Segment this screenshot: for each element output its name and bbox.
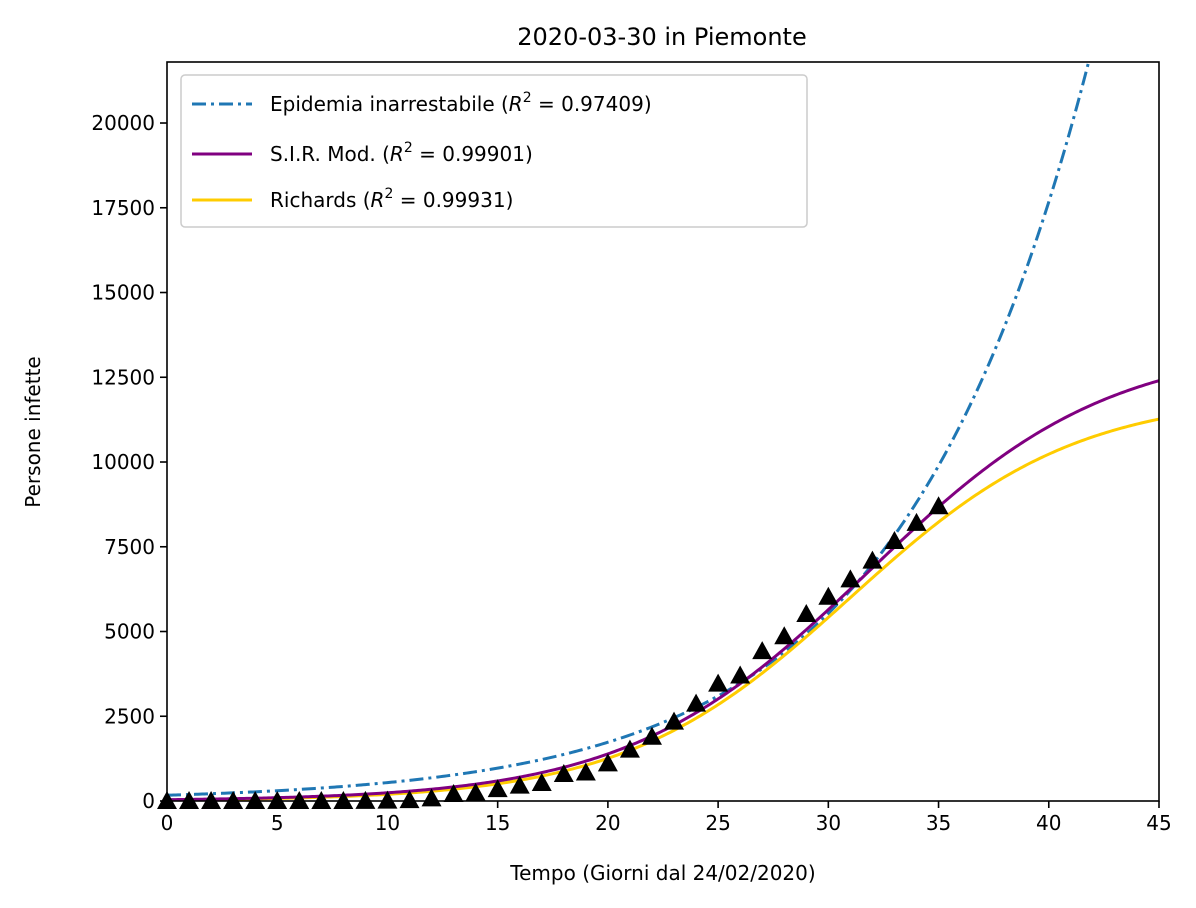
legend-label-richards: Richards (R2 = 0.99931) (270, 186, 513, 212)
data-point (289, 791, 310, 809)
data-point (575, 762, 596, 781)
legend-close-paren: ) (525, 142, 533, 166)
data-point (686, 693, 707, 712)
data-point (796, 604, 817, 623)
data-point (377, 790, 398, 809)
legend-equals: = (413, 142, 442, 166)
legend-r2-exponential: 0.97409 (561, 92, 644, 116)
data-point (884, 530, 905, 549)
legend-equals: = (532, 92, 561, 116)
data-point (619, 739, 640, 758)
marker-layer (157, 496, 949, 809)
data-point (862, 550, 883, 569)
x-tick-label: 0 (161, 811, 174, 835)
x-tick-label: 20 (595, 811, 620, 835)
data-point (355, 790, 376, 809)
data-point (179, 791, 200, 809)
x-tick-label: 25 (705, 811, 730, 835)
y-axis-label: Persone infette (21, 356, 45, 507)
y-tick-label: 20000 (91, 111, 155, 135)
legend-r-symbol: R (390, 142, 404, 166)
data-point (443, 783, 464, 802)
series-layer (167, 62, 1159, 801)
data-point (774, 626, 795, 645)
x-tick-label: 30 (816, 811, 841, 835)
legend-exponent: 2 (384, 186, 393, 202)
y-tick-label: 5000 (104, 620, 155, 644)
legend-exponent: 2 (404, 140, 413, 156)
x-tick-label: 15 (485, 811, 510, 835)
data-point (421, 788, 442, 807)
y-tick-label: 7500 (104, 535, 155, 559)
data-point (752, 641, 773, 660)
series-line-sir (167, 379, 1159, 801)
legend-label-exponential-name: Epidemia inarrestabile ( (270, 92, 509, 116)
y-tick-label: 12500 (91, 365, 155, 389)
data-point (223, 791, 244, 809)
legend-close-paren: ) (644, 92, 652, 116)
legend: Epidemia inarrestabile (R2 = 0.97409) S.… (180, 74, 808, 228)
data-point (906, 512, 927, 531)
y-tick-label: 15000 (91, 281, 155, 305)
x-axis-label: Tempo (Giorni dal 24/02/2020) (509, 861, 815, 885)
y-tick-label: 2500 (104, 704, 155, 728)
x-tick-label: 35 (926, 811, 951, 835)
legend-r-symbol: R (509, 92, 523, 116)
y-tick-label: 10000 (91, 450, 155, 474)
legend-close-paren: ) (506, 188, 514, 212)
data-point (928, 496, 949, 515)
legend-label-sir: S.I.R. Mod. (R2 = 0.99901) (270, 140, 533, 166)
data-point (597, 753, 618, 772)
legend-label-richards-name: Richards ( (270, 188, 371, 212)
legend-r-symbol: R (371, 188, 385, 212)
legend-r2-richards: 0.99931 (423, 188, 506, 212)
data-point (664, 711, 685, 730)
x-tick-label: 45 (1146, 811, 1171, 835)
data-point (201, 791, 222, 809)
data-point (311, 791, 332, 809)
data-point (487, 779, 508, 798)
x-tick-label: 5 (271, 811, 284, 835)
data-point (708, 673, 729, 692)
data-point (333, 791, 354, 809)
legend-r2-sir: 0.99901 (442, 142, 525, 166)
data-point (399, 790, 420, 809)
data-point (509, 775, 530, 794)
x-tick-label: 10 (375, 811, 400, 835)
x-axis: 0 5 10 15 20 25 30 35 40 45 (161, 801, 1172, 835)
series-line-exponential (167, 62, 1091, 797)
legend-equals: = (393, 188, 422, 212)
chart-title: 2020-03-30 in Piemonte (517, 23, 806, 51)
data-point (818, 586, 839, 605)
data-point (730, 665, 751, 684)
legend-label-exponential: Epidemia inarrestabile (R2 = 0.97409) (270, 90, 652, 116)
legend-label-sir-name: S.I.R. Mod. ( (270, 142, 390, 166)
y-tick-label: 0 (142, 789, 155, 813)
data-point (465, 782, 486, 801)
y-tick-label: 17500 (91, 196, 155, 220)
plot-frame (166, 61, 1160, 802)
data-point (531, 773, 552, 792)
y-axis: 0 2500 5000 7500 10000 12500 15000 17500 20000 (91, 111, 167, 813)
data-point (267, 791, 288, 809)
x-tick-label: 40 (1036, 811, 1061, 835)
data-point (641, 726, 662, 745)
data-point (553, 763, 574, 782)
data-point (245, 791, 266, 809)
data-point (840, 569, 861, 588)
legend-box (180, 74, 808, 228)
legend-exponent: 2 (523, 90, 532, 106)
